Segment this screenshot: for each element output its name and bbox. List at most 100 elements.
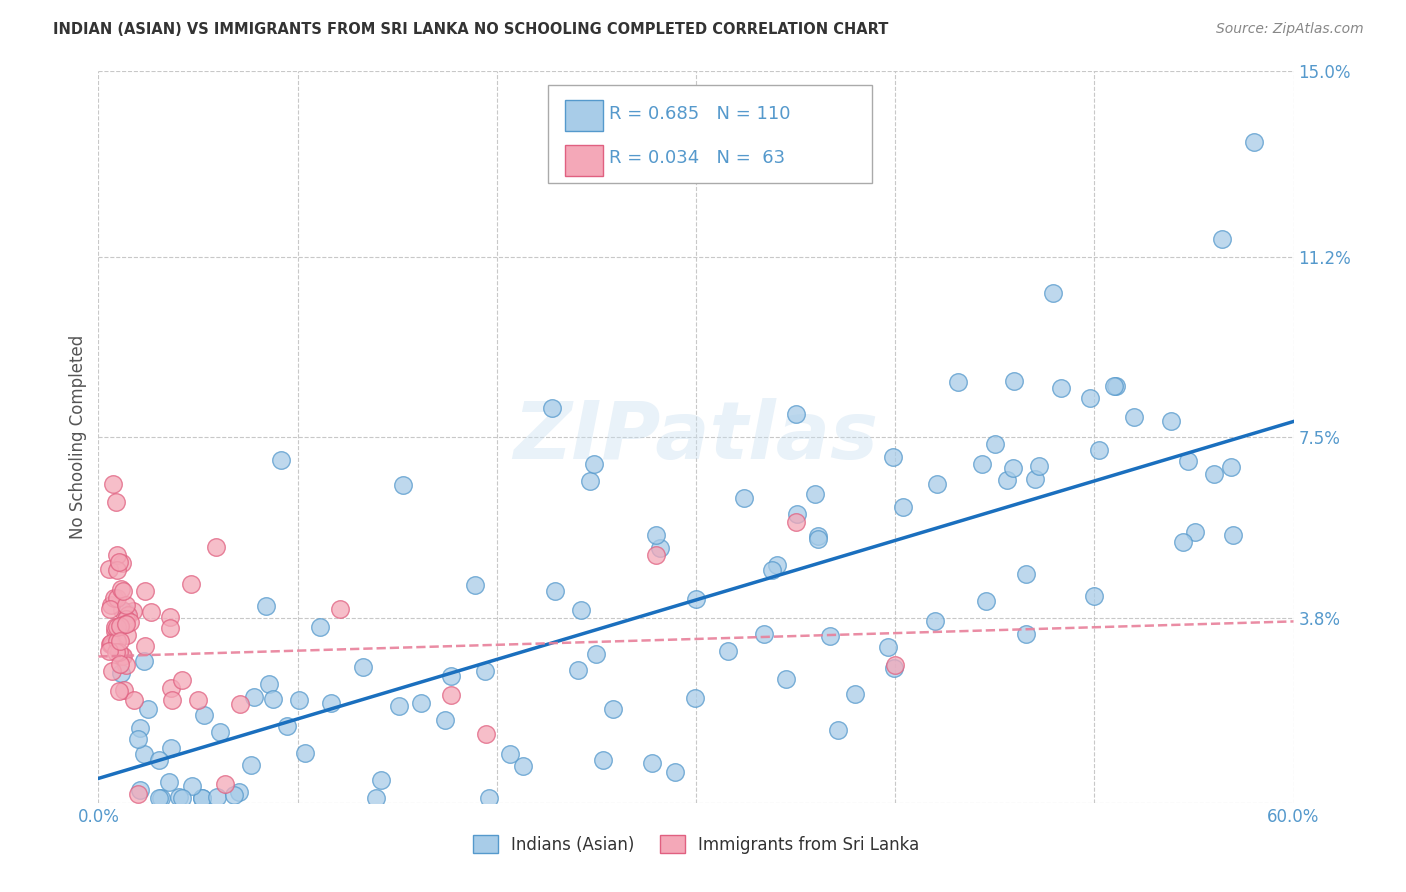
Point [110,666,132,681]
Point [512,758,534,772]
Point [103,591,125,605]
Point [149,791,172,805]
Point [1015,567,1038,582]
Point [104,624,127,638]
Point [110,619,132,633]
Point [1177,454,1199,468]
Point [132,654,155,668]
Point [1219,459,1241,474]
Y-axis label: No Schooling Completed: No Schooling Completed [69,335,87,539]
Point [159,621,181,635]
Text: Source: ZipAtlas.com: Source: ZipAtlas.com [1216,22,1364,37]
Point [105,548,128,562]
Point [388,698,411,713]
Point [209,725,232,739]
Point [159,610,181,624]
Point [984,436,1007,450]
Point [1123,410,1146,425]
Point [105,591,128,606]
Point [239,758,262,772]
Point [308,620,330,634]
Point [108,657,131,671]
Point [1042,286,1064,301]
Point [924,614,946,628]
Point [440,669,463,683]
Point [111,603,134,617]
Point [294,747,316,761]
Point [122,693,145,707]
Point [567,663,589,677]
Point [1105,379,1128,393]
Point [148,791,170,805]
Point [464,578,486,592]
Point [733,491,755,506]
Point [1049,381,1071,395]
Point [129,721,152,735]
Text: R = 0.685   N = 110: R = 0.685 N = 110 [609,104,790,123]
Point [98,562,121,576]
Point [645,548,668,562]
Point [1171,535,1194,549]
Point [98,637,121,651]
Point [925,476,948,491]
Point [132,747,155,762]
Point [1222,528,1244,542]
Point [114,599,136,613]
Point [107,645,129,659]
Point [1202,467,1225,481]
Point [970,457,993,471]
Point [946,375,969,389]
Point [160,693,183,707]
Point [228,785,250,799]
Point [112,682,135,697]
Point [329,602,352,616]
Point [803,487,825,501]
Point [434,713,457,727]
Point [807,529,830,543]
Point [120,615,142,630]
Point [844,687,866,701]
Point [1028,458,1050,473]
Point [579,474,602,488]
Point [1024,472,1046,486]
Point [585,647,607,661]
Point [229,698,252,712]
Point [319,696,342,710]
Point [98,644,121,658]
Point [785,407,807,421]
Point [117,607,139,622]
Point [104,630,127,644]
Point [1160,415,1182,429]
Point [134,584,156,599]
Point [807,532,830,546]
Point [474,664,496,678]
Point [641,756,664,771]
Point [786,507,808,521]
Text: R = 0.034   N =  63: R = 0.034 N = 63 [609,149,785,168]
Point [114,612,136,626]
Point [105,634,128,648]
Point [592,753,614,767]
Point [544,584,567,599]
Point [100,598,122,612]
Point [100,636,122,650]
Point [108,633,131,648]
Point [110,582,132,597]
Point [1015,627,1038,641]
Point [477,791,499,805]
Point [136,701,159,715]
Point [121,604,143,618]
Point [974,594,997,608]
Point [785,516,807,530]
Point [167,789,190,804]
Point [650,541,672,555]
Point [101,638,124,652]
Point [139,606,162,620]
Point [111,556,134,570]
Point [254,599,277,613]
Point [257,677,280,691]
Point [108,684,131,698]
Point [541,401,564,415]
Point [717,644,740,658]
Point [602,702,624,716]
